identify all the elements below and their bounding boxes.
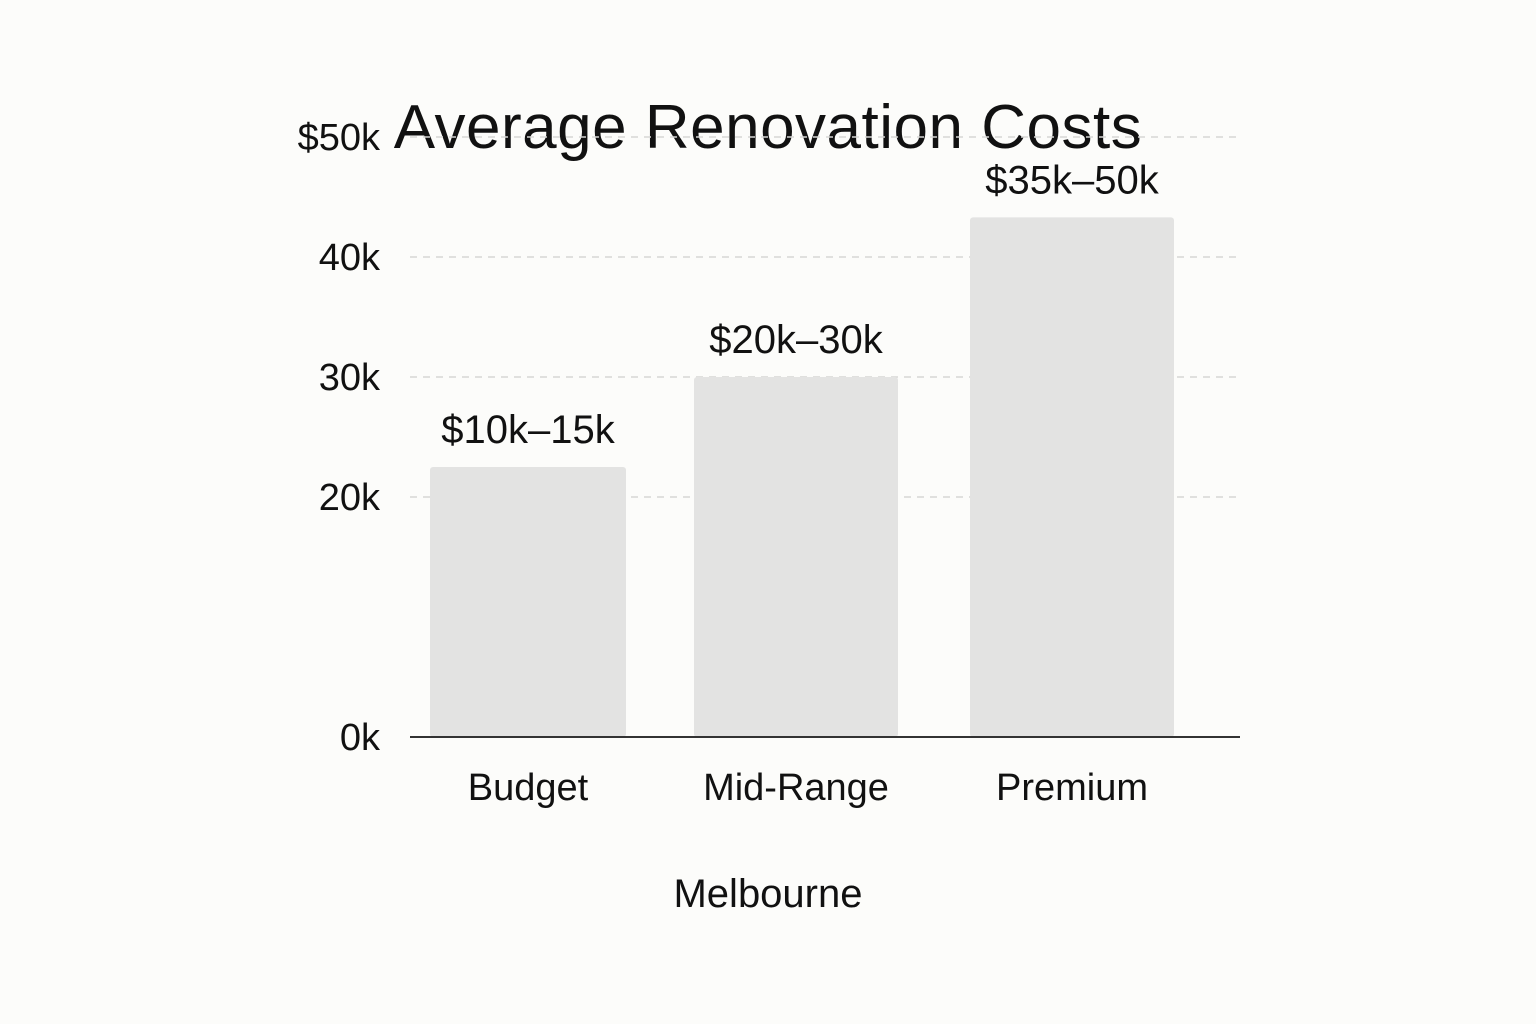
- x-axis-title: Melbourne: [673, 872, 863, 916]
- x-category-label: Budget: [468, 767, 589, 809]
- y-tick-label: $50k: [298, 117, 381, 159]
- chart-title: Average Renovation Costs: [393, 93, 1143, 162]
- bar-data-label: $10k–15k: [441, 408, 615, 452]
- y-tick-label: 0k: [340, 717, 381, 759]
- y-tick-label: 40k: [319, 237, 381, 279]
- bar-budget: [430, 467, 626, 737]
- bar-premium: [970, 217, 1174, 737]
- bar-data-label: $35k–50k: [985, 158, 1159, 202]
- bar-data-label: $20k–30k: [709, 318, 883, 362]
- x-category-label: Premium: [996, 767, 1148, 809]
- bar-mid-range: [694, 377, 898, 737]
- y-tick-label: 20k: [319, 477, 381, 519]
- y-tick-label: 30k: [319, 357, 381, 399]
- x-category-label: Mid-Range: [703, 767, 889, 809]
